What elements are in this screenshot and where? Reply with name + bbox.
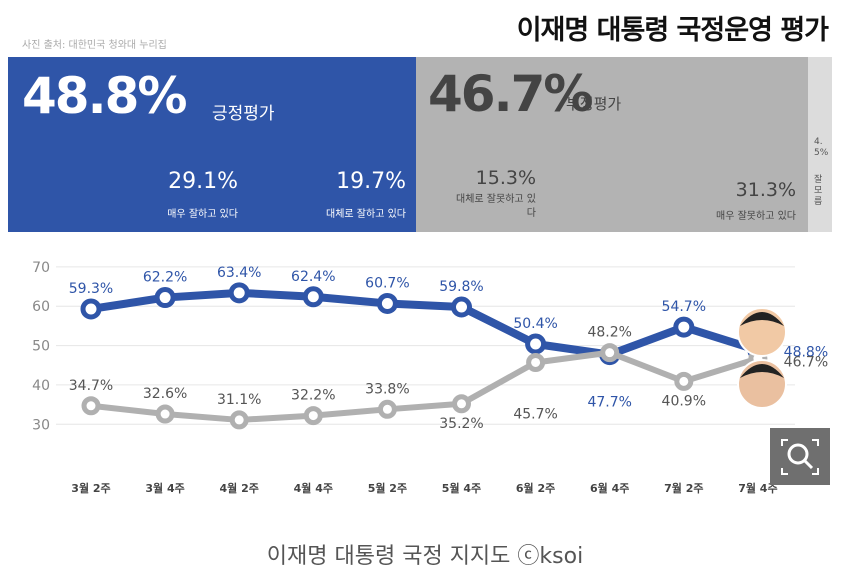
positive-strong-label: 매우 잘하고 있다	[167, 209, 238, 220]
source-note: 사진 출처: 대한민국 청와대 누리집	[22, 40, 167, 51]
value-label: 33.8%	[365, 381, 409, 397]
value-label: 48.2%	[587, 325, 631, 341]
x-tick-label: 7월 4주	[738, 481, 777, 495]
value-label: 54.7%	[662, 299, 706, 315]
data-point	[303, 406, 323, 426]
negative-strong: 31.3%	[735, 179, 796, 201]
data-point	[228, 282, 250, 304]
positive-mild-label: 대체로 잘하고 있다	[326, 209, 406, 220]
data-point	[525, 333, 547, 355]
data-point	[526, 352, 546, 372]
zoom-button[interactable]	[770, 428, 830, 485]
value-label: 60.7%	[365, 275, 409, 291]
chart: 30 40 50 60 70 3월 2주 3월 4주 4월 2주 4월 4주 5월 2주 5월 4주…	[32, 260, 828, 495]
value-label: 34.7%	[69, 378, 113, 394]
negative-label: 부정평가	[566, 95, 622, 113]
x-tick-label: 3월 4주	[145, 481, 184, 495]
value-label: 45.7%	[513, 406, 557, 422]
value-label: 31.1%	[217, 392, 261, 408]
series-line	[90, 349, 759, 423]
x-tick-label: 5월 4주	[442, 481, 481, 495]
unknown-panel: 4.5% 잘 모름	[808, 57, 832, 232]
positive-total: 48.8%	[22, 67, 187, 125]
x-tick-label: 7월 2주	[664, 481, 703, 495]
data-point	[674, 371, 694, 391]
data-point	[600, 343, 620, 363]
y-tick-label: 60	[32, 299, 50, 315]
series-line	[90, 288, 760, 359]
value-label: 35.2%	[439, 416, 483, 432]
value-label: 47.7%	[587, 395, 631, 411]
value-label: 59.8%	[439, 279, 483, 295]
value-label: 59.3%	[69, 281, 113, 297]
y-tick-label: 40	[32, 378, 50, 394]
portrait-hair	[740, 364, 784, 378]
portrait-hair	[740, 312, 784, 326]
positive-panel: 48.8% 긍정평가 29.1% 매우 잘하고 있다 19.7% 대체로 잘하고…	[8, 57, 416, 232]
x-tick-label: 5월 2주	[368, 481, 407, 495]
data-point	[80, 298, 102, 320]
value-label: 40.9%	[662, 393, 706, 409]
positive-mild: 19.7%	[336, 169, 406, 194]
value-label: 32.2%	[291, 388, 335, 404]
data-point	[154, 287, 176, 309]
unknown-label: 잘 모름	[814, 175, 823, 207]
data-point	[452, 394, 471, 414]
data-point	[377, 399, 397, 419]
x-tick-label: 4월 4주	[294, 481, 333, 495]
caption: 이재명 대통령 국정 지지도 ⓒksoi	[266, 544, 584, 569]
negative-mild-label: 대체로 잘못하고 있다	[456, 194, 536, 219]
data-point	[155, 404, 175, 424]
value-label: 32.6%	[143, 386, 187, 402]
zoom-icon	[781, 439, 819, 475]
negative-strong-label: 매우 잘못하고 있다	[716, 211, 796, 222]
data-point	[451, 296, 472, 318]
x-tick-label: 6월 4주	[590, 481, 629, 495]
negative-total: 46.7%	[428, 65, 593, 123]
value-label: 50.4%	[513, 316, 557, 332]
y-tick-label: 50	[32, 339, 50, 355]
data-point	[81, 396, 101, 416]
value-label: 62.4%	[291, 269, 335, 285]
x-tick-label: 4월 2주	[220, 481, 259, 495]
y-tick-label: 70	[32, 260, 50, 276]
page-title: 이재명 대통령 국정운영 평가	[516, 15, 829, 46]
x-tick-label: 6월 2주	[516, 481, 555, 495]
negative-panel: 46.7% 부정평가 15.3% 대체로 잘못하고 있다 31.3% 매우 잘못…	[416, 57, 808, 232]
unknown-value: 4.5%	[814, 137, 829, 158]
value-label: 62.2%	[143, 270, 187, 286]
negative-mild: 15.3%	[475, 167, 536, 189]
value-label: 63.4%	[217, 265, 261, 281]
y-tick-label: 30	[32, 417, 50, 433]
x-tick-label: 3월 2주	[71, 481, 110, 495]
positive-label: 긍정평가	[212, 104, 275, 124]
value-label: 46.7%	[784, 355, 828, 371]
data-point	[302, 286, 324, 308]
data-point	[673, 316, 695, 338]
positive-strong: 29.1%	[168, 169, 238, 194]
data-point	[229, 410, 249, 430]
value-label: 48.8%	[784, 344, 828, 360]
data-point	[376, 292, 398, 314]
